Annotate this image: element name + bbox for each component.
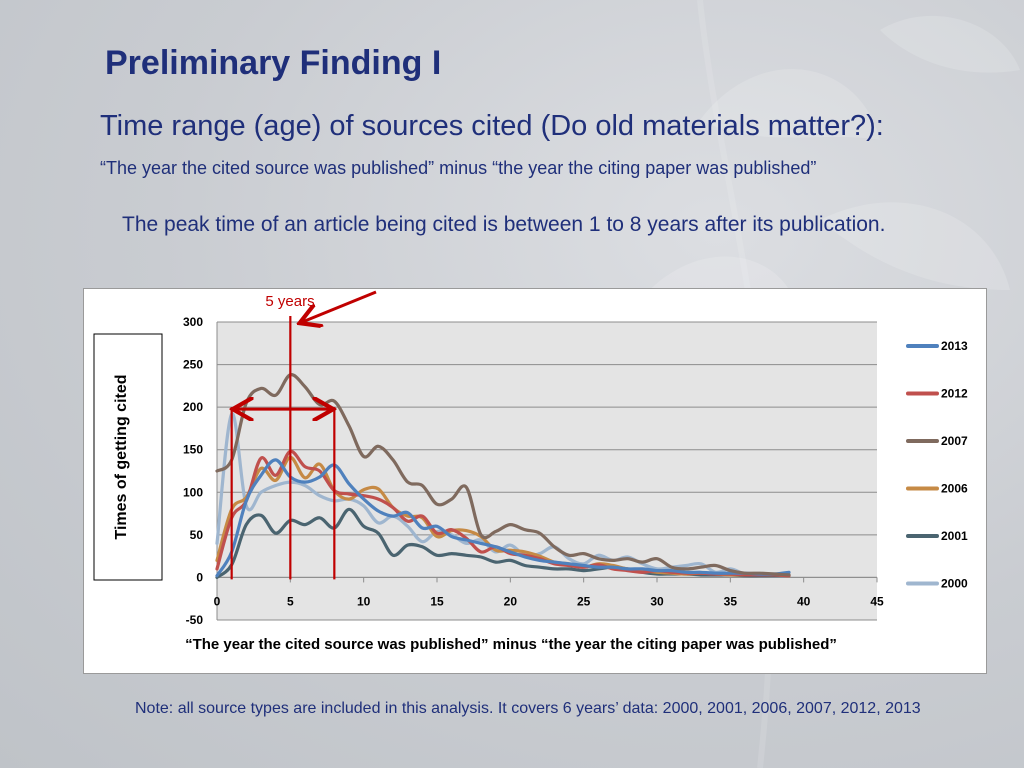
legend-label-2006: 2006 — [941, 482, 968, 496]
series-line-2007 — [215, 373, 791, 577]
legend-label-2001: 2001 — [941, 529, 968, 543]
slide-subtitle: Time range (age) of sources cited (Do ol… — [100, 110, 884, 142]
y-tick-label: 100 — [183, 485, 203, 499]
y-tick-label: 200 — [183, 400, 203, 414]
finding-text: The peak time of an article being cited … — [122, 213, 886, 236]
x-tick-label: 40 — [797, 594, 811, 608]
y-axis-label: Times of getting cited — [113, 374, 130, 539]
note-text: Note: all source types are included in t… — [135, 700, 921, 717]
x-tick-label: 0 — [214, 594, 221, 608]
slide-title: Preliminary Finding I — [105, 44, 442, 82]
x-tick-label: 45 — [870, 594, 884, 608]
legend-label-2013: 2013 — [941, 339, 968, 353]
pointer-arrow — [302, 290, 377, 322]
y-axis-label-box — [93, 333, 163, 581]
y-tick-label: -50 — [186, 613, 204, 627]
annotation-label: 5 years — [265, 293, 314, 310]
x-tick-label: 20 — [504, 594, 518, 608]
x-tick-label: 25 — [577, 594, 591, 608]
x-tick-label: 5 — [287, 594, 294, 608]
series-line-2013 — [215, 458, 791, 578]
x-axis-label: “The year the cited source was published… — [185, 636, 837, 653]
x-tick-label: 30 — [650, 594, 664, 608]
y-tick-label: 150 — [183, 443, 203, 457]
y-tick-label: 300 — [183, 315, 203, 329]
x-tick-label: 15 — [430, 594, 444, 608]
line-chart: -50 0 50 100 150 200 250 300 0 5 10 15 20 25 30 35 40 45 2… — [93, 290, 968, 653]
chart-panel: -50 0 50 100 150 200 250 300 0 5 10 15 20 25 30 35 40 45 2… — [83, 288, 987, 674]
legend-label-2000: 2000 — [941, 577, 968, 591]
y-tick-label: 50 — [190, 528, 204, 542]
y-tick-label: 250 — [183, 358, 203, 372]
legend-label-2007: 2007 — [941, 434, 968, 448]
y-tick-label: 0 — [196, 570, 203, 584]
x-tick-label: 35 — [724, 594, 738, 608]
x-tick-label: 10 — [357, 594, 371, 608]
formula-text: “The year the cited source was published… — [100, 158, 817, 178]
legend-label-2012: 2012 — [941, 387, 968, 401]
